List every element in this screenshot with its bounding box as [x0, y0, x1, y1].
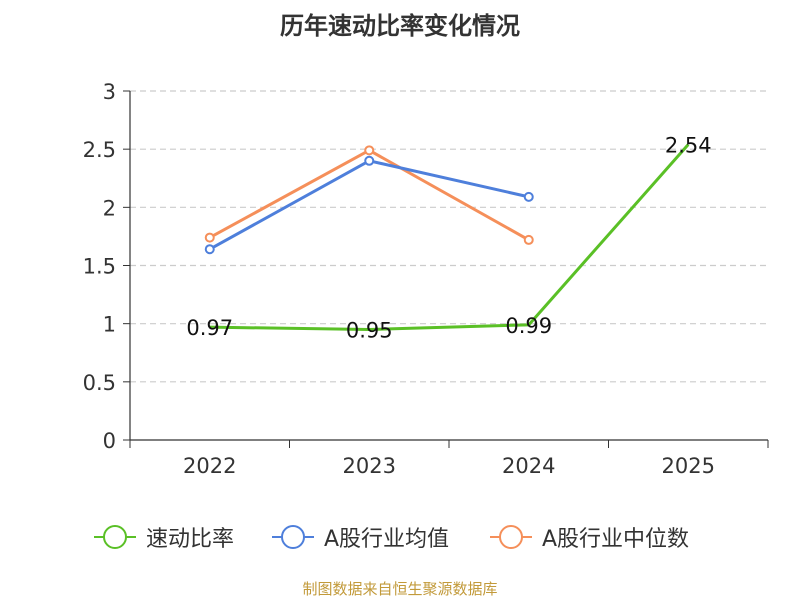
data-point [204, 232, 215, 243]
legend-line-icon [272, 525, 314, 549]
series-2 [204, 145, 534, 245]
data-point [523, 191, 534, 202]
legend-item-quick-ratio[interactable]: 速动比率 [92, 520, 234, 554]
series-line [209, 159, 530, 251]
data-point [523, 234, 534, 245]
data-point [364, 155, 375, 166]
chart-legend: 速动比率 A股行业均值 A股行业中位数 [0, 520, 800, 554]
data-label: 0.99 [505, 314, 552, 338]
data-source-note: 制图数据来自恒生聚源数据库 [302, 580, 498, 598]
chart-title: 历年速动比率变化情况 [280, 12, 520, 40]
data-label: 0.95 [346, 318, 393, 342]
legend-line-icon [490, 525, 532, 549]
x-tick-label: 2022 [183, 454, 236, 478]
y-tick-label: 3 [103, 80, 116, 104]
x-tick-label: 2025 [662, 454, 715, 478]
y-tick-label: 2.5 [83, 138, 116, 162]
series-0: 0.97 0.95 0.99 2.54 [186, 134, 711, 343]
x-tick-label: 2023 [343, 454, 396, 478]
y-tick-label: 0 [103, 429, 116, 453]
series-line [209, 143, 690, 331]
legend-label: 速动比率 [146, 527, 235, 552]
data-label: 0.97 [186, 316, 233, 340]
data-point [364, 145, 375, 156]
data-point [204, 244, 215, 255]
legend-item-industry-median[interactable]: A股行业中位数 [488, 520, 689, 554]
legend-line-icon [94, 525, 136, 549]
y-tick-label: 1.5 [83, 255, 116, 279]
series-1 [204, 155, 534, 255]
legend-label: A股行业中位数 [542, 527, 690, 552]
legend-item-industry-average[interactable]: A股行业均值 [270, 520, 449, 554]
y-tick-label: 0.5 [83, 371, 116, 395]
data-label: 2.54 [665, 134, 712, 158]
legend-label: A股行业均值 [324, 527, 450, 552]
y-tick-label: 1 [103, 313, 116, 337]
y-tick-label: 2 [103, 196, 116, 220]
x-tick-label: 2024 [502, 454, 555, 478]
